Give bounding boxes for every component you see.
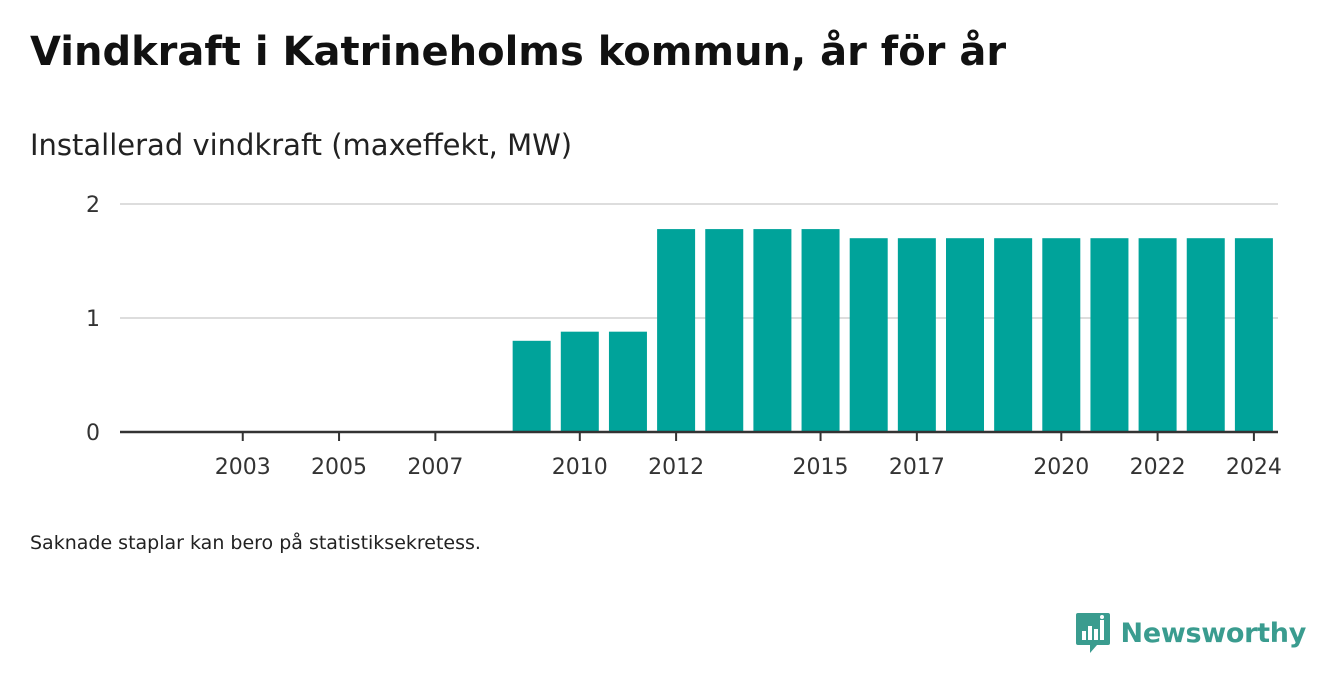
newsworthy-logo-icon — [1075, 613, 1110, 653]
bar-2015 — [801, 229, 840, 432]
x-axis-ticks: 2003 2005 2007 2010 2012 2015 2017 2020 2022 2024 — [215, 432, 1282, 480]
y-tick-label: 1 — [86, 307, 100, 332]
y-axis-labels: 0 1 2 — [86, 193, 100, 446]
brand-name: Newsworthy — [1120, 617, 1307, 649]
bar-2021 — [1090, 238, 1129, 432]
bar-2019 — [994, 238, 1033, 432]
bars — [512, 229, 1273, 432]
bar-2022 — [1138, 238, 1177, 432]
x-tick-label: 2017 — [889, 455, 945, 480]
x-tick-label: 2007 — [407, 455, 463, 480]
x-tick-label: 2005 — [311, 455, 367, 480]
bar-2013 — [705, 229, 744, 432]
bar-2017 — [897, 238, 936, 432]
bar-2012 — [657, 229, 696, 432]
y-tick-label: 2 — [86, 193, 100, 218]
x-tick-label: 2010 — [552, 455, 608, 480]
bar-chart: 0 1 2 2003 2005 2007 2010 2012 2015 2017 2020 2022… — [86, 193, 1282, 480]
x-tick-label: 2022 — [1130, 455, 1186, 480]
bar-2020 — [1042, 238, 1081, 432]
bar-2024 — [1234, 238, 1273, 432]
x-tick-label: 2015 — [793, 455, 849, 480]
footnote: Saknade staplar kan bero på statistiksek… — [30, 532, 481, 554]
bar-2010 — [560, 331, 599, 432]
x-tick-label: 2024 — [1226, 455, 1282, 480]
chart-subtitle: Installerad vindkraft (maxeffekt, MW) — [30, 128, 573, 162]
bar-2009 — [512, 340, 551, 432]
bar-2018 — [946, 238, 984, 432]
bar-2023 — [1186, 238, 1225, 432]
chart-title: Vindkraft i Katrineholms kommun, år för … — [30, 29, 1007, 75]
x-tick-label: 2012 — [648, 455, 704, 480]
newsworthy-logo: Newsworthy — [1075, 611, 1306, 655]
x-tick-label: 2020 — [1033, 455, 1089, 480]
grid-layer — [120, 203, 1278, 319]
bar-2014 — [753, 229, 792, 432]
bar-2016 — [849, 238, 888, 432]
bar-2011 — [608, 331, 647, 432]
x-tick-label: 2003 — [215, 455, 271, 480]
y-tick-label: 0 — [86, 421, 100, 446]
